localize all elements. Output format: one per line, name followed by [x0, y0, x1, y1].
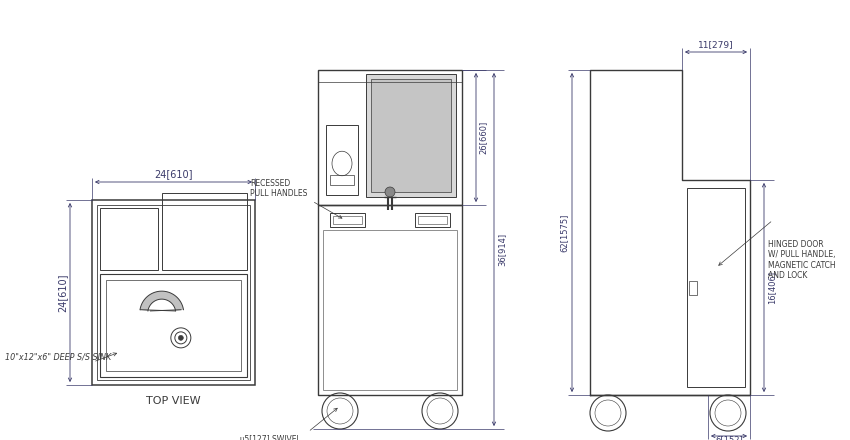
Text: 36[914]: 36[914]	[497, 233, 506, 266]
Text: 26[660]: 26[660]	[479, 121, 488, 154]
Text: 24[610]: 24[610]	[57, 273, 67, 312]
Bar	[415, 213, 450, 227]
Bar	[162, 193, 247, 270]
Bar	[330, 175, 354, 185]
Bar	[371, 79, 451, 192]
Text: 16[406]: 16[406]	[767, 271, 776, 304]
Text: 24[610]: 24[610]	[154, 169, 193, 179]
Text: 62[1575]: 62[1575]	[560, 213, 569, 252]
Bar	[92, 200, 255, 385]
Text: υ5[127] SWIVEL
PLATE CASTERS
(2 LOCKING,
2 NON-LOCKING): υ5[127] SWIVEL PLATE CASTERS (2 LOCKING,…	[240, 434, 304, 440]
Bar	[687, 188, 745, 387]
Text: 6[152]: 6[152]	[715, 435, 743, 440]
Bar	[100, 274, 247, 377]
Circle shape	[385, 187, 395, 197]
Text: TOP VIEW: TOP VIEW	[146, 396, 201, 406]
Bar	[326, 125, 358, 195]
Bar	[689, 281, 697, 294]
Bar	[366, 74, 456, 197]
Bar	[333, 216, 362, 224]
Text: RECESSED
PULL HANDLES: RECESSED PULL HANDLES	[250, 179, 308, 198]
Text: 10"x12"x6" DEEP S/S SINK: 10"x12"x6" DEEP S/S SINK	[5, 352, 111, 362]
Bar	[330, 213, 365, 227]
Bar	[100, 208, 158, 270]
Bar	[318, 205, 462, 395]
Bar	[318, 70, 462, 205]
Bar	[97, 205, 250, 380]
Text: HINGED DOOR
W/ PULL HANDLE,
MAGNETIC CATCH
AND LOCK: HINGED DOOR W/ PULL HANDLE, MAGNETIC CAT…	[768, 240, 836, 280]
Polygon shape	[140, 291, 184, 311]
Circle shape	[178, 335, 184, 341]
Bar	[418, 216, 447, 224]
Text: 11[279]: 11[279]	[698, 40, 734, 49]
Bar	[106, 280, 241, 371]
